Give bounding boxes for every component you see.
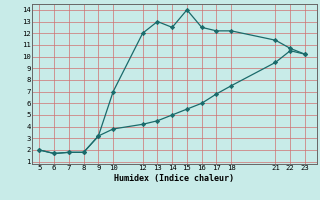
X-axis label: Humidex (Indice chaleur): Humidex (Indice chaleur) <box>115 174 234 183</box>
